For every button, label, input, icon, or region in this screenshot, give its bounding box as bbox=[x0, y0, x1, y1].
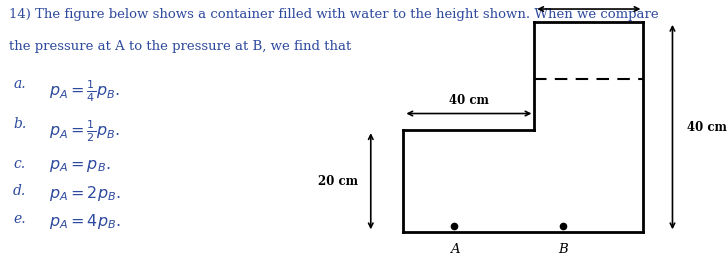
Text: b.: b. bbox=[13, 117, 26, 131]
Text: $p_A = p_B.$: $p_A = p_B.$ bbox=[49, 157, 111, 174]
Text: 14) The figure below shows a container filled with water to the height shown. Wh: 14) The figure below shows a container f… bbox=[9, 8, 659, 21]
Text: a.: a. bbox=[13, 77, 25, 91]
Text: $p_A = 2p_B.$: $p_A = 2p_B.$ bbox=[49, 184, 121, 204]
Text: $p_A = \frac{1}{2}p_B.$: $p_A = \frac{1}{2}p_B.$ bbox=[49, 119, 120, 144]
Text: 40 cm: 40 cm bbox=[688, 120, 727, 134]
Text: B: B bbox=[558, 243, 569, 255]
Text: the pressure at A to the pressure at B, we find that: the pressure at A to the pressure at B, … bbox=[9, 40, 351, 53]
Text: 20 cm: 20 cm bbox=[569, 0, 609, 3]
Text: c.: c. bbox=[13, 157, 25, 171]
Text: $p_A = 4p_B.$: $p_A = 4p_B.$ bbox=[49, 212, 121, 231]
Text: 40 cm: 40 cm bbox=[449, 94, 489, 107]
Text: $p_A = \frac{1}{4}p_B.$: $p_A = \frac{1}{4}p_B.$ bbox=[49, 79, 120, 104]
Text: 20 cm: 20 cm bbox=[318, 175, 358, 188]
Text: e.: e. bbox=[13, 212, 25, 225]
Text: d.: d. bbox=[13, 184, 26, 198]
Text: A: A bbox=[449, 243, 459, 255]
